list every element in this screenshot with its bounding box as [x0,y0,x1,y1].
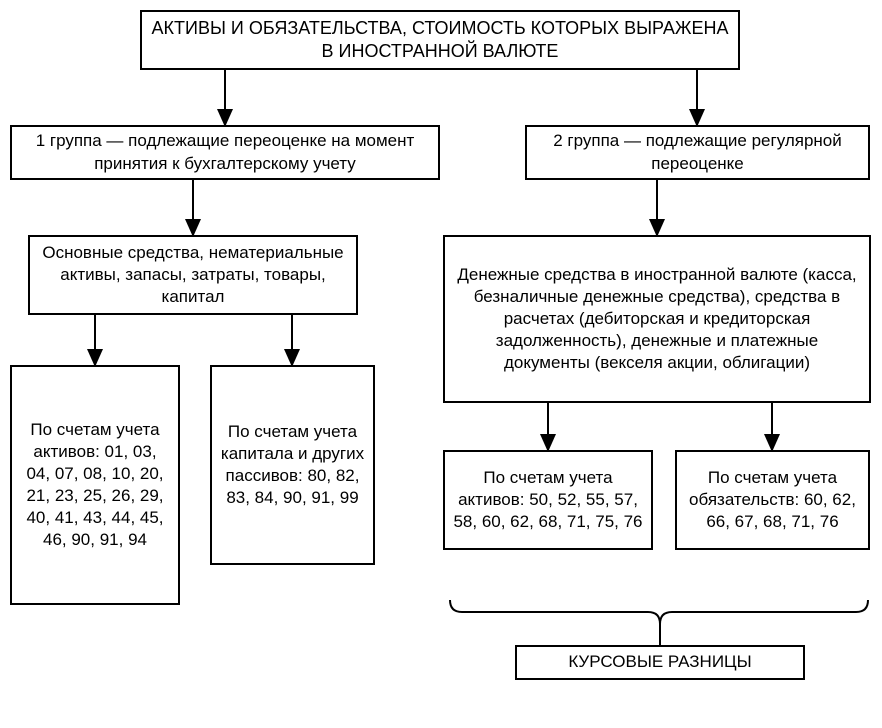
node-group1-text: 1 группа — подлежащие переоценке на моме… [20,130,430,174]
flowchart-diagram: АКТИВЫ И ОБЯЗАТЕЛЬСТВА, СТОИМОСТЬ КОТОРЫ… [10,10,872,718]
node-assets1-text: Основные средства, нематериальные активы… [38,242,348,308]
node-accounts2a: По счетам учета активов: 50, 52, 55, 57,… [443,450,653,550]
node-root-text: АКТИВЫ И ОБЯЗАТЕЛЬСТВА, СТОИМОСТЬ КОТОРЫ… [150,17,730,64]
node-group2-text: 2 группа — подлежащие регулярной переоце… [535,130,860,174]
node-accounts1a: По счетам учета активов: 01, 03, 04, 07,… [10,365,180,605]
node-accounts2b: По счетам учета обязательств: 60, 62, 66… [675,450,870,550]
node-accounts2b-text: По счетам учета обязательств: 60, 62, 66… [685,467,860,533]
node-accounts1b: По счетам учета капитала и других пассив… [210,365,375,565]
node-assets2-text: Денежные средства в иностранной валюте (… [453,264,861,374]
node-footer-text: КУРСОВЫЕ РАЗНИЦЫ [568,651,751,673]
node-group1: 1 группа — подлежащие переоценке на моме… [10,125,440,180]
node-assets2: Денежные средства в иностранной валюте (… [443,235,871,403]
node-accounts1a-text: По счетам учета активов: 01, 03, 04, 07,… [20,419,170,552]
node-footer: КУРСОВЫЕ РАЗНИЦЫ [515,645,805,680]
node-group2: 2 группа — подлежащие регулярной переоце… [525,125,870,180]
node-root: АКТИВЫ И ОБЯЗАТЕЛЬСТВА, СТОИМОСТЬ КОТОРЫ… [140,10,740,70]
node-assets1: Основные средства, нематериальные активы… [28,235,358,315]
node-accounts2a-text: По счетам учета активов: 50, 52, 55, 57,… [453,467,643,533]
node-accounts1b-text: По счетам учета капитала и других пассив… [220,421,365,509]
